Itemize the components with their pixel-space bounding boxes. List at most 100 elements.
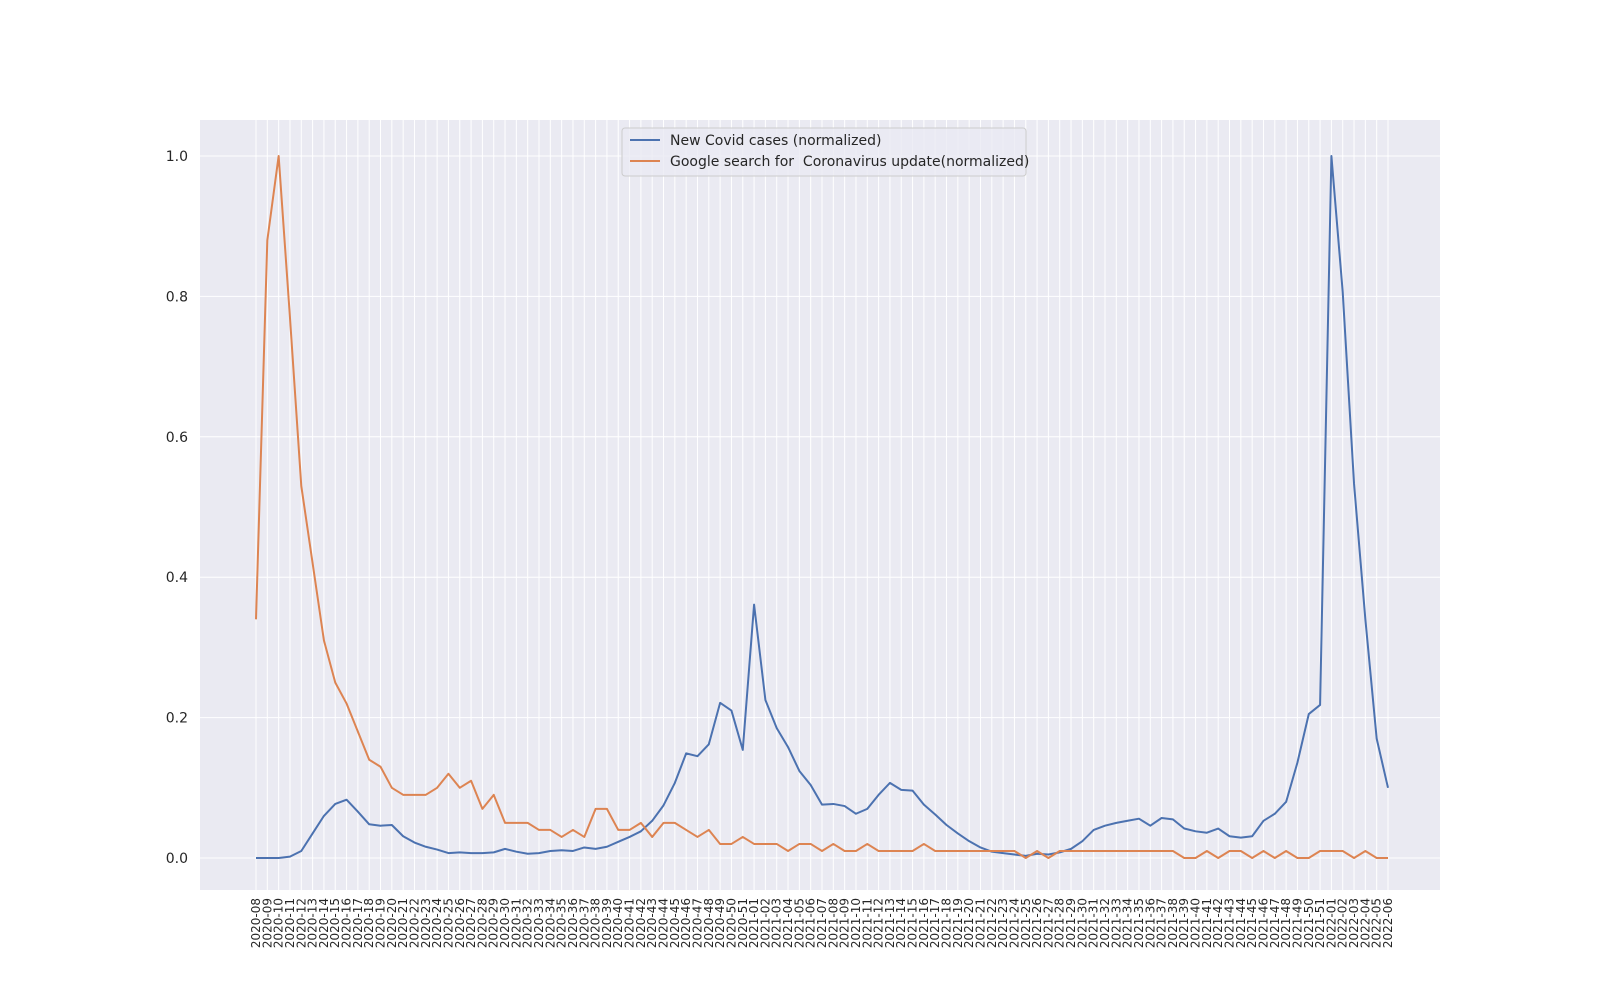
x-tick-label: 2020-16 [340, 898, 354, 948]
x-tick-label: 2021-21 [973, 898, 987, 948]
y-tick-label: 0.4 [166, 570, 188, 586]
x-tick-label: 2021-10 [849, 898, 863, 948]
x-tick-label: 2021-42 [1211, 898, 1225, 948]
x-tick-label: 2020-32 [521, 898, 535, 948]
x-tick-label: 2021-15 [906, 898, 920, 948]
legend-label-google-search: Google search for Coronavirus update(nor… [670, 154, 1029, 170]
x-tick-label: 2021-38 [1166, 898, 1180, 948]
y-tick-label: 0.8 [166, 289, 188, 305]
x-tick-label: 2021-01 [747, 898, 761, 948]
x-tick-label: 2020-08 [249, 898, 263, 948]
legend-label-covid-cases: New Covid cases (normalized) [670, 133, 881, 149]
x-tick-label: 2021-36 [1143, 898, 1157, 948]
x-tick-label: 2021-40 [1189, 898, 1203, 948]
x-tick-label: 2020-36 [566, 898, 580, 948]
x-tick-label: 2020-11 [283, 898, 297, 948]
x-tick-label: 2020-43 [645, 898, 659, 948]
x-tick-label: 2021-35 [1132, 898, 1146, 948]
x-tick-label: 2021-34 [1121, 898, 1135, 948]
x-tick-label: 2020-38 [589, 898, 603, 948]
x-tick-label: 2020-33 [532, 898, 546, 948]
x-tick-label: 2021-23 [996, 898, 1010, 948]
x-tick-label: 2021-02 [758, 898, 772, 948]
y-axis-ticks: 0.0 0.2 0.4 0.6 0.8 1.0 [166, 149, 188, 867]
x-tick-label: 2022-06 [1381, 898, 1395, 948]
x-tick-label: 2021-12 [872, 898, 886, 948]
x-tick-label: 2020-39 [600, 898, 614, 948]
x-tick-label: 2021-26 [1030, 898, 1044, 948]
legend-box [621, 127, 1027, 177]
x-tick-label: 2020-37 [577, 898, 591, 948]
x-gridlines [255, 120, 1389, 890]
x-tick-label: 2020-35 [555, 898, 569, 948]
x-tick-label: 2020-49 [713, 898, 727, 948]
y-tick-label: 1.0 [166, 149, 188, 165]
x-tick-label: 2020-45 [668, 898, 682, 948]
x-tick-label: 2021-48 [1279, 898, 1293, 948]
x-tick-label: 2021-39 [1177, 898, 1191, 948]
x-tick-label: 2020-22 [407, 898, 421, 948]
x-tick-label: 2021-28 [1053, 898, 1067, 948]
y-tick-label: 0.0 [166, 851, 188, 867]
x-tick-label: 2021-08 [826, 898, 840, 948]
x-tick-label: 2020-19 [374, 898, 388, 948]
x-tick-label: 2021-11 [860, 898, 874, 948]
x-tick-label: 2021-19 [951, 898, 965, 948]
x-tick-label: 2021-07 [815, 898, 829, 948]
y-tick-label: 0.2 [166, 711, 188, 727]
x-tick-label: 2020-42 [634, 898, 648, 948]
x-tick-label: 2021-13 [883, 898, 897, 948]
x-tick-label: 2021-45 [1245, 898, 1259, 948]
x-tick-label: 2020-10 [272, 898, 286, 948]
series-line-google-search [255, 155, 1388, 859]
x-tick-label: 2021-29 [1064, 898, 1078, 948]
x-tick-label: 2020-15 [328, 898, 342, 948]
x-tick-label: 2021-17 [928, 898, 942, 948]
x-tick-label: 2021-43 [1223, 898, 1237, 948]
x-tick-label: 2022-01 [1324, 898, 1338, 948]
x-tick-label: 2020-21 [396, 898, 410, 948]
x-tick-label: 2021-31 [1087, 898, 1101, 948]
x-tick-label: 2020-30 [498, 898, 512, 948]
x-tick-label: 2020-12 [294, 898, 308, 948]
x-tick-label: 2021-25 [1019, 898, 1033, 948]
x-tick-label: 2021-47 [1268, 898, 1282, 948]
x-tick-label: 2020-27 [464, 898, 478, 948]
x-tick-label: 2020-47 [690, 898, 704, 948]
x-tick-label: 2020-48 [702, 898, 716, 948]
x-tick-label: 2020-29 [487, 898, 501, 948]
x-tick-label: 2021-50 [1302, 898, 1316, 948]
x-tick-label: 2021-44 [1234, 898, 1248, 948]
x-tick-label: 2021-22 [985, 898, 999, 948]
legend: New Covid cases (normalized) Google sear… [621, 127, 1029, 177]
x-tick-label: 2021-30 [1075, 898, 1089, 948]
x-tick-label: 2020-50 [724, 898, 738, 948]
x-tick-label: 2020-13 [306, 898, 320, 948]
x-tick-label: 2020-31 [509, 898, 523, 948]
series-line-covid-cases [256, 155, 1389, 859]
x-tick-label: 2021-20 [962, 898, 976, 948]
x-tick-label: 2022-02 [1336, 898, 1350, 948]
x-tick-label: 2021-27 [1041, 898, 1055, 948]
x-tick-label: 2021-16 [917, 898, 931, 948]
x-tick-label: 2020-17 [351, 898, 365, 948]
x-tick-label: 2021-03 [770, 898, 784, 948]
x-tick-label: 2020-51 [736, 898, 750, 948]
x-tick-label: 2020-41 [623, 898, 637, 948]
y-tick-label: 0.6 [166, 430, 188, 446]
x-tick-label: 2022-04 [1358, 898, 1372, 948]
x-tick-label: 2020-28 [475, 898, 489, 948]
x-tick-label: 2022-03 [1347, 898, 1361, 948]
x-tick-label: 2021-51 [1313, 898, 1327, 948]
x-tick-label: 2021-24 [1007, 898, 1021, 948]
x-tick-label: 2021-04 [781, 898, 795, 948]
x-tick-label: 2020-26 [453, 898, 467, 948]
x-tick-label: 2020-24 [430, 898, 444, 948]
x-tick-label: 2021-33 [1109, 898, 1123, 948]
x-tick-label: 2020-40 [611, 898, 625, 948]
x-tick-label: 2021-49 [1290, 898, 1304, 948]
x-tick-label: 2020-44 [657, 898, 671, 948]
x-tick-label: 2020-14 [317, 898, 331, 948]
x-tick-label: 2020-46 [679, 898, 693, 948]
